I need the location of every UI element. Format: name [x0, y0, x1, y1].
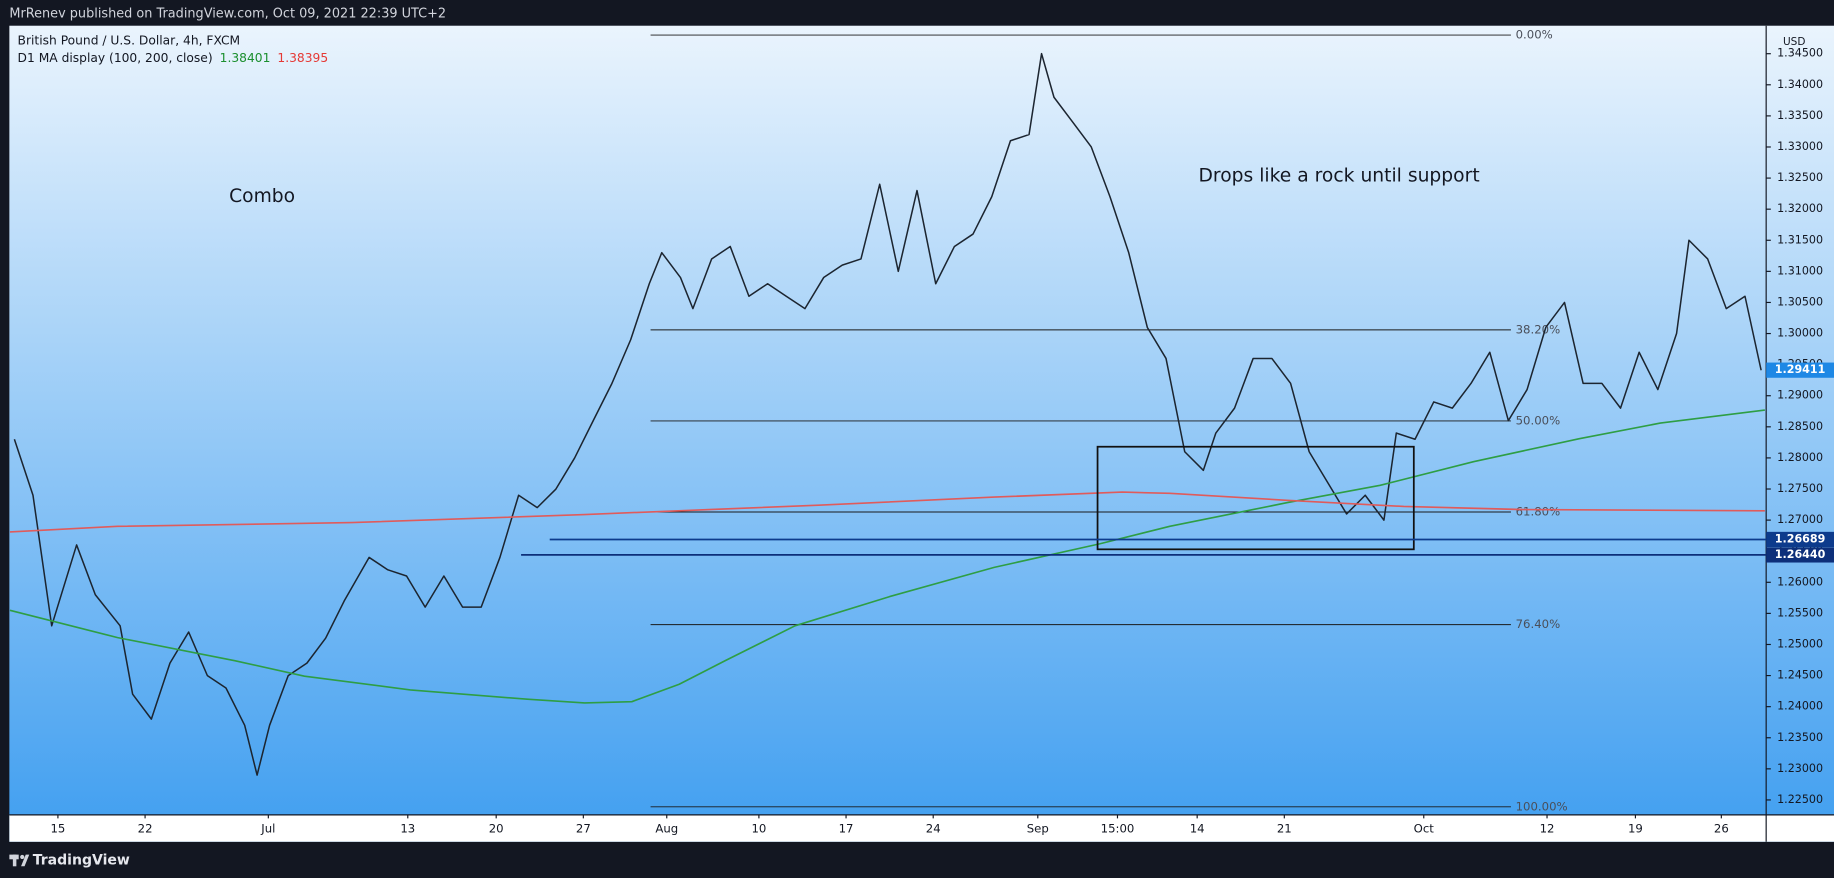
y-tick-label: 1.22500: [1777, 793, 1823, 806]
moving-average: [9, 491, 1765, 533]
y-tick-label: 1.31000: [1777, 264, 1823, 277]
y-tick-label: 1.30500: [1777, 295, 1823, 308]
header: MrRenev published on TradingView.com, Oc…: [9, 7, 446, 22]
y-tick-label: 1.33500: [1777, 109, 1823, 122]
x-tick-label: 17: [839, 821, 854, 835]
x-tick-label: 27: [576, 821, 591, 835]
indicator-value: 1.38401: [220, 51, 271, 65]
y-tick-label: 1.23000: [1777, 762, 1823, 775]
time-axis: [9, 814, 1834, 842]
y-tick-label: 1.31500: [1777, 233, 1823, 246]
x-tick-label: 19: [1628, 821, 1643, 835]
support-box: [1096, 445, 1415, 551]
last-price-bg: [1766, 362, 1834, 378]
moving-average: [9, 409, 1765, 704]
fib-label: 76.40%: [1516, 617, 1561, 631]
y-tick-label: 1.30000: [1777, 327, 1823, 340]
y-tick-label: 1.25500: [1777, 606, 1823, 619]
x-tick-label: 14: [1190, 821, 1205, 835]
annotation: Drops like a rock until support: [1199, 166, 1480, 187]
indicator-label: D1 MA display (100, 200, close): [18, 51, 213, 65]
indicator-value: 1.38395: [277, 51, 328, 65]
price-marker: 1.26440: [1775, 548, 1826, 561]
x-tick-label: 13: [400, 821, 415, 835]
footer-logo: [9, 854, 30, 867]
fib-label: 50.00%: [1516, 413, 1561, 427]
y-tick-label: 1.24500: [1777, 669, 1823, 682]
footer-brand: TradingView: [33, 852, 130, 868]
x-tick-label: 20: [489, 821, 504, 835]
fib-label: 38.20%: [1516, 322, 1561, 336]
last-price: 1.29411: [1775, 363, 1826, 376]
y-tick-label: 1.23500: [1777, 731, 1823, 744]
y-tick-label: 1.25000: [1777, 637, 1823, 650]
y-tick-label: 1.34500: [1777, 47, 1823, 60]
y-tick-label: 1.27000: [1777, 513, 1823, 526]
y-tick-label: 1.28000: [1777, 451, 1823, 464]
chart-title: British Pound / U.S. Dollar, 4h, FXCM: [18, 33, 241, 47]
fib-label: 100.00%: [1516, 799, 1568, 813]
y-tick-label: 1.34000: [1777, 78, 1823, 91]
y-tick-label: 1.27500: [1777, 482, 1823, 495]
x-tick-label: 22: [138, 821, 153, 835]
x-tick-label: 12: [1540, 821, 1555, 835]
x-tick-label: Jul: [260, 821, 275, 835]
price-line: [13, 52, 1762, 776]
price-marker-bg: [1766, 531, 1834, 548]
y-tick-label: 1.29000: [1777, 389, 1823, 402]
y-tick-label: 1.26000: [1777, 575, 1823, 588]
price-marker: 1.26689: [1775, 532, 1826, 545]
fib-label: 61.80%: [1516, 504, 1561, 518]
x-tick-label: 21: [1277, 821, 1292, 835]
x-tick-label: 26: [1714, 821, 1729, 835]
x-tick-label: 15:00: [1101, 821, 1135, 835]
y-tick-label: 1.28500: [1777, 420, 1823, 433]
y-tick-label: 1.24000: [1777, 700, 1823, 713]
plot-area: 0.00% 38.20% 50.00% 61.80% 76.40% 100.00% Comb…: [9, 28, 1767, 813]
x-tick-label: 10: [751, 821, 766, 835]
y-tick-label: 1.33000: [1777, 140, 1823, 153]
annotation: Combo: [229, 186, 295, 207]
x-tick-label: Aug: [655, 821, 678, 835]
chart-background: [9, 25, 1834, 842]
y-tick-label: 1.32000: [1777, 202, 1823, 215]
x-tick-label: 15: [50, 821, 65, 835]
price-marker-bg: [1766, 547, 1834, 563]
x-tick-label: Oct: [1414, 821, 1435, 835]
x-tick-label: 24: [926, 821, 941, 835]
y-tick-label: 1.32500: [1777, 171, 1823, 184]
fib-label: 0.00%: [1516, 28, 1553, 42]
x-tick-label: Sep: [1027, 821, 1049, 835]
currency: USD: [1783, 36, 1805, 48]
